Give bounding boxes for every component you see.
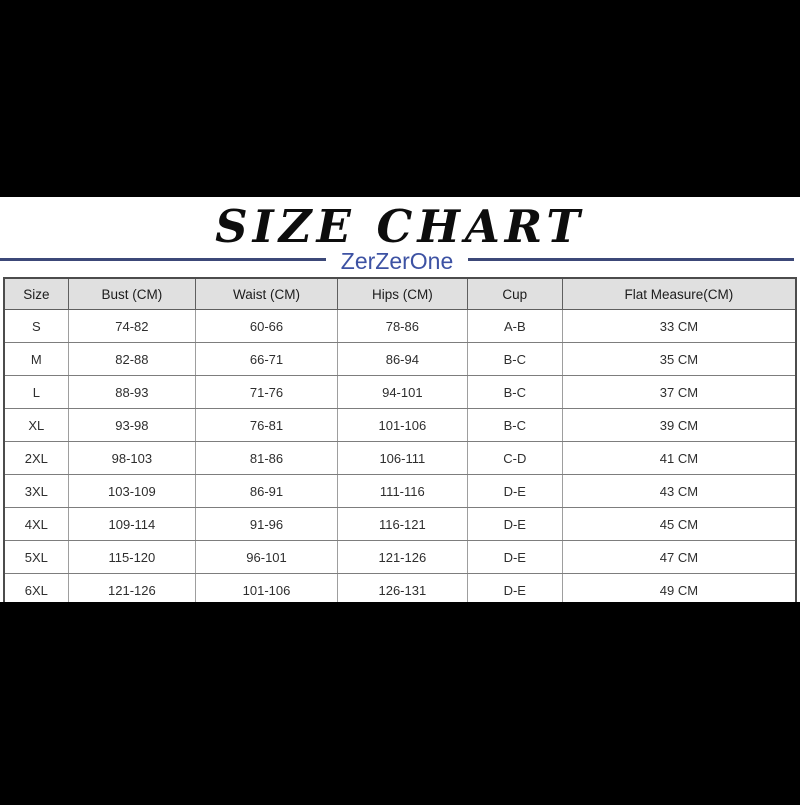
table-cell: B-C [466, 342, 563, 376]
table-cell: 45 CM [561, 507, 797, 541]
table-row: 2XL 98-103 81-86 106-111 C-D 41 CM [3, 441, 797, 475]
page-title: SIZE CHART [215, 200, 585, 253]
column-header: Flat Measure(CM) [561, 277, 797, 310]
table-cell: L [3, 375, 69, 409]
column-header: Bust (CM) [67, 277, 197, 310]
table-cell: 81-86 [195, 441, 338, 475]
table-cell: 2XL [3, 441, 69, 475]
table-cell: 60-66 [195, 309, 338, 343]
table-row: M 82-88 66-71 86-94 B-C 35 CM [3, 342, 797, 376]
table-row: L 88-93 71-76 94-101 B-C 37 CM [3, 375, 797, 409]
table-cell: D-E [466, 540, 563, 574]
table-cell: B-C [466, 375, 563, 409]
table-cell: 96-101 [195, 540, 338, 574]
table-cell: 94-101 [336, 375, 468, 409]
table-cell: 111-116 [336, 474, 468, 508]
size-table: Size Bust (CM) Waist (CM) Hips (CM) Cup Flat … [3, 277, 797, 608]
table-cell: 116-121 [336, 507, 468, 541]
table-cell: 66-71 [195, 342, 338, 376]
table-cell: A-B [466, 309, 563, 343]
table-cell: 103-109 [67, 474, 197, 508]
top-black-band [0, 0, 800, 197]
divider-line-left [0, 258, 326, 261]
table-cell: 109-114 [67, 507, 197, 541]
table-cell: 41 CM [561, 441, 797, 475]
table-cell: 35 CM [561, 342, 797, 376]
table-row: 5XL 115-120 96-101 121-126 D-E 47 CM [3, 540, 797, 574]
table-cell: 33 CM [561, 309, 797, 343]
table-cell: 47 CM [561, 540, 797, 574]
table-cell: XL [3, 408, 69, 442]
table-cell: 86-94 [336, 342, 468, 376]
table-header-row: Size Bust (CM) Waist (CM) Hips (CM) Cup Flat … [3, 277, 797, 310]
table-cell: 76-81 [195, 408, 338, 442]
brand-name: ZerZerOne [340, 248, 454, 274]
table-header: Size Bust (CM) Waist (CM) Hips (CM) Cup Flat … [3, 277, 797, 310]
table-cell: 74-82 [67, 309, 197, 343]
table-cell: S [3, 309, 69, 343]
table-row: S 74-82 60-66 78-86 A-B 33 CM [3, 309, 797, 343]
bottom-black-band [0, 602, 800, 805]
table-cell: 3XL [3, 474, 69, 508]
table-cell: 37 CM [561, 375, 797, 409]
table-cell: 115-120 [67, 540, 197, 574]
table-cell: 71-76 [195, 375, 338, 409]
divider-line-right [468, 258, 795, 261]
table-cell: D-E [466, 573, 563, 608]
table-cell: B-C [466, 408, 563, 442]
table-row: 3XL 103-109 86-91 111-116 D-E 43 CM [3, 474, 797, 508]
table-row: 4XL 109-114 91-96 116-121 D-E 45 CM [3, 507, 797, 541]
table-cell: M [3, 342, 69, 376]
table-row: XL 93-98 76-81 101-106 B-C 39 CM [3, 408, 797, 442]
table-cell: 98-103 [67, 441, 197, 475]
size-chart-panel: SIZE CHART ZerZerOne Size Bust (CM) Waist … [0, 200, 800, 608]
table-cell: 106-111 [336, 441, 468, 475]
table-cell: 4XL [3, 507, 69, 541]
table-cell: 82-88 [67, 342, 197, 376]
table-cell: D-E [466, 507, 563, 541]
table-cell: 6XL [3, 573, 69, 608]
column-header: Size [3, 277, 69, 310]
table-cell: C-D [466, 441, 563, 475]
table-cell: 88-93 [67, 375, 197, 409]
table-cell: 78-86 [336, 309, 468, 343]
column-header: Waist (CM) [195, 277, 338, 310]
brand-divider: ZerZerOne [0, 248, 795, 277]
table-row: 6XL 121-126 101-106 126-131 D-E 49 CM [3, 573, 797, 608]
table-cell: 43 CM [561, 474, 797, 508]
table-cell: 101-106 [336, 408, 468, 442]
column-header: Cup [466, 277, 563, 310]
table-cell: 86-91 [195, 474, 338, 508]
column-header: Hips (CM) [336, 277, 468, 310]
table-cell: 39 CM [561, 408, 797, 442]
table-cell: 121-126 [336, 540, 468, 574]
table-cell: 91-96 [195, 507, 338, 541]
table-body: S 74-82 60-66 78-86 A-B 33 CM M 82-88 66-71 86-94… [3, 309, 797, 608]
table-cell: 93-98 [67, 408, 197, 442]
table-cell: 5XL [3, 540, 69, 574]
table-cell: D-E [466, 474, 563, 508]
table-cell: 126-131 [336, 573, 468, 608]
table-cell: 49 CM [561, 573, 797, 608]
